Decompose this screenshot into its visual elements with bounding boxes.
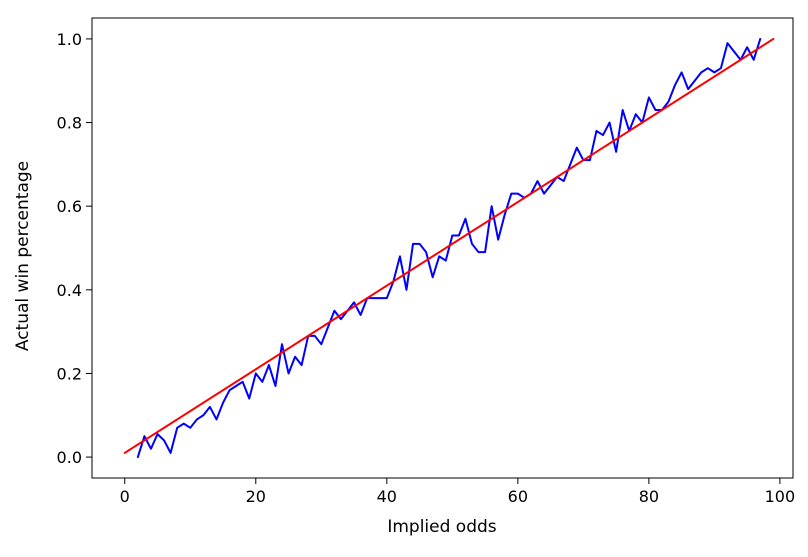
series-line-0 xyxy=(136,37,762,459)
series-line-1 xyxy=(123,37,775,454)
axis-ticks: 0 20 40 60 80 100 0.0 0.2 0.4 0.6 0.8 1.0 xyxy=(57,30,796,506)
x-tick-label: 40 xyxy=(377,487,397,506)
x-tick-label: 80 xyxy=(639,487,659,506)
y-tick-label: 0.0 xyxy=(57,448,82,467)
y-axis-label: Actual win percentage xyxy=(13,161,33,351)
y-tick-label: 0.6 xyxy=(57,197,82,216)
x-axis-label: Implied odds xyxy=(387,517,496,537)
y-tick-label: 0.8 xyxy=(57,114,82,133)
y-tick-label: 0.4 xyxy=(57,281,82,300)
x-tick-label: 100 xyxy=(765,487,796,506)
plot-frame xyxy=(91,17,794,479)
y-tick-label: 0.2 xyxy=(57,364,82,383)
x-tick-label: 20 xyxy=(246,487,266,506)
plot-area xyxy=(123,37,775,459)
y-tick-label: 1.0 xyxy=(57,30,82,49)
x-tick-label: 0 xyxy=(120,487,130,506)
x-tick-label: 60 xyxy=(508,487,528,506)
